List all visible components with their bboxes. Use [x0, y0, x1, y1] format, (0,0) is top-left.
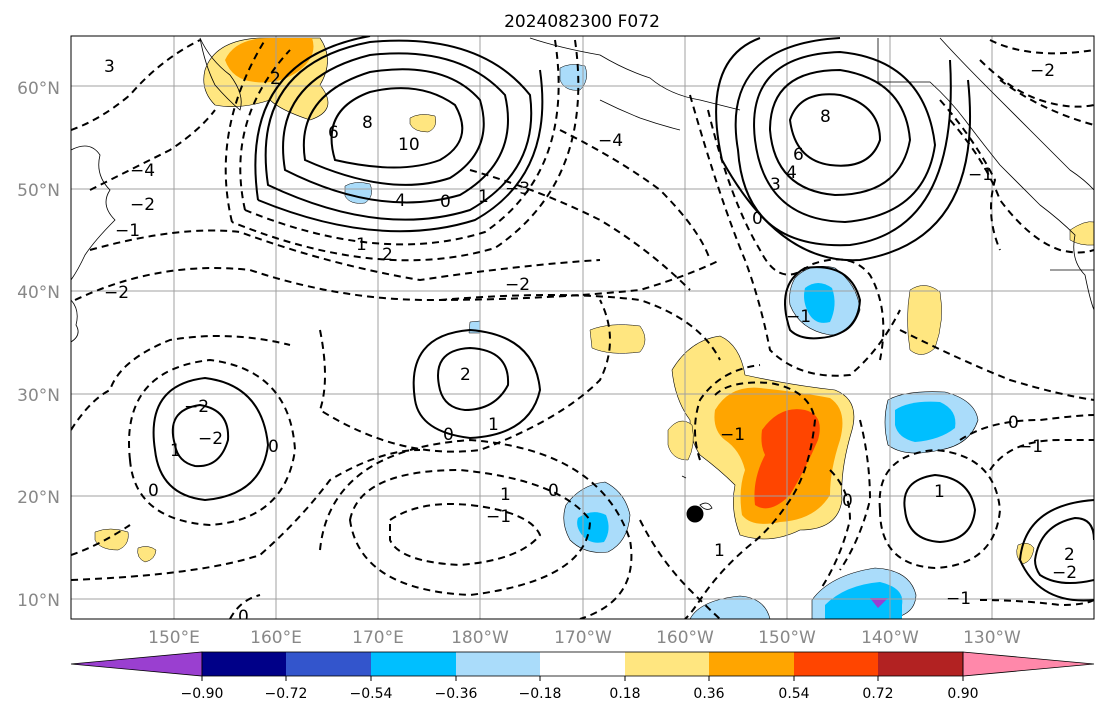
colorbar-tick-label: −0.18 [519, 686, 562, 702]
colorbar-segment [878, 652, 963, 676]
svg-text:1: 1 [500, 485, 511, 505]
svg-text:0: 0 [148, 481, 159, 501]
colorbar-segment [625, 652, 709, 676]
svg-text:−2: −2 [104, 283, 129, 303]
svg-text:−1: −1 [968, 165, 993, 185]
colorbar-tick-label: −0.90 [181, 686, 224, 702]
colorbar-segment [371, 652, 456, 676]
colorbar-segment [794, 652, 878, 676]
svg-text:8: 8 [362, 113, 373, 133]
svg-text:−1: −1 [486, 507, 511, 527]
colorbar-tick-label: 0.72 [862, 686, 893, 702]
svg-text:2: 2 [460, 365, 471, 385]
svg-text:−4: −4 [598, 131, 623, 151]
svg-text:6: 6 [328, 123, 339, 143]
svg-text:1: 1 [478, 187, 489, 207]
svg-text:30°N: 30°N [17, 386, 60, 406]
colorbar-frame [201, 651, 964, 677]
colorbar-segment [456, 652, 540, 676]
svg-text:−2: −2 [1052, 563, 1077, 583]
svg-text:2: 2 [1064, 545, 1075, 565]
colorbar-tick-label: 0.18 [609, 686, 640, 702]
colorbar-segment [540, 652, 625, 676]
contour-labels: 3 2 6 8 10 4 0 1 −3 −4 −2 −1 1 8 6 4 3 0… [104, 57, 1077, 627]
svg-text:0: 0 [752, 209, 763, 229]
svg-text:20°N: 20°N [17, 488, 60, 508]
svg-text:−1: −1 [786, 307, 811, 327]
svg-text:1: 1 [714, 541, 725, 561]
map-panel: 3 2 6 8 10 4 0 1 −3 −4 −2 −1 1 8 6 4 3 0… [70, 35, 1095, 627]
svg-text:−1: −1 [946, 589, 971, 609]
svg-text:1: 1 [170, 441, 181, 461]
colorbar-segment [709, 652, 794, 676]
svg-text:10: 10 [398, 135, 420, 155]
colorbar-tick-label: 0.54 [778, 686, 809, 702]
longitude-labels: 150°E 160°E 170°E 180°W 170°W 160°W 150°… [148, 628, 1021, 648]
colorbar-tick-label: −0.36 [435, 686, 478, 702]
svg-text:−4: −4 [130, 161, 155, 181]
location-marker [686, 505, 704, 523]
svg-text:4: 4 [395, 191, 406, 211]
map-title: 2024082300 F072 [504, 12, 660, 32]
svg-text:8: 8 [820, 107, 831, 127]
graticule [71, 36, 1094, 619]
svg-text:160°W: 160°W [656, 628, 714, 648]
svg-text:2: 2 [382, 245, 393, 265]
colorbar-tick-label: −0.72 [265, 686, 308, 702]
svg-text:1: 1 [488, 415, 499, 435]
svg-text:0: 0 [548, 481, 559, 501]
svg-text:2: 2 [270, 69, 281, 89]
svg-text:0: 0 [268, 437, 279, 457]
svg-text:0: 0 [443, 425, 454, 445]
svg-text:0: 0 [842, 491, 853, 511]
svg-text:150°E: 150°E [148, 628, 200, 648]
svg-text:−1: −1 [115, 221, 140, 241]
svg-text:4: 4 [786, 163, 797, 183]
svg-text:10°N: 10°N [17, 591, 60, 611]
colorbar-tick-label: 0.90 [947, 686, 978, 702]
svg-text:−2: −2 [184, 397, 209, 417]
svg-text:−2: −2 [505, 275, 530, 295]
svg-text:−2: −2 [130, 195, 155, 215]
svg-text:150°W: 150°W [758, 628, 816, 648]
svg-text:−2: −2 [1030, 61, 1055, 81]
svg-text:170°W: 170°W [554, 628, 612, 648]
colorbar-tick-label: 0.36 [693, 686, 724, 702]
svg-text:1: 1 [934, 482, 945, 502]
svg-text:140°W: 140°W [861, 628, 919, 648]
colorbar-extend-high [962, 651, 1095, 677]
colorbar-tick-label: −0.54 [350, 686, 393, 702]
svg-text:0: 0 [440, 192, 451, 212]
colorbar-extend-low [70, 651, 203, 677]
svg-text:−2: −2 [198, 429, 223, 449]
svg-text:−3: −3 [505, 179, 530, 199]
svg-text:6: 6 [793, 145, 804, 165]
colorbar-segment [286, 652, 371, 676]
contours [71, 36, 1094, 619]
svg-text:180°W: 180°W [451, 628, 509, 648]
colorbar-segment [202, 652, 286, 676]
svg-text:0: 0 [238, 607, 249, 627]
svg-text:−1: −1 [720, 425, 745, 445]
svg-text:160°E: 160°E [250, 628, 302, 648]
map-frame [70, 35, 1095, 620]
svg-text:60°N: 60°N [17, 79, 60, 99]
svg-text:−1: −1 [1018, 437, 1043, 457]
svg-text:50°N: 50°N [17, 181, 60, 201]
svg-text:40°N: 40°N [17, 283, 60, 303]
svg-text:170°E: 170°E [352, 628, 404, 648]
latitude-labels: 60°N 50°N 40°N 30°N 20°N 10°N [17, 79, 60, 611]
svg-text:3: 3 [770, 175, 781, 195]
colorbar: −0.90 −0.72 −0.54 −0.36 −0.18 0.18 0.36 0.54 0.7… [70, 651, 1095, 702]
svg-text:0: 0 [1008, 413, 1019, 433]
svg-text:1: 1 [356, 235, 367, 255]
svg-text:130°W: 130°W [963, 628, 1021, 648]
coastlines [71, 37, 1094, 510]
svg-text:3: 3 [104, 57, 115, 77]
